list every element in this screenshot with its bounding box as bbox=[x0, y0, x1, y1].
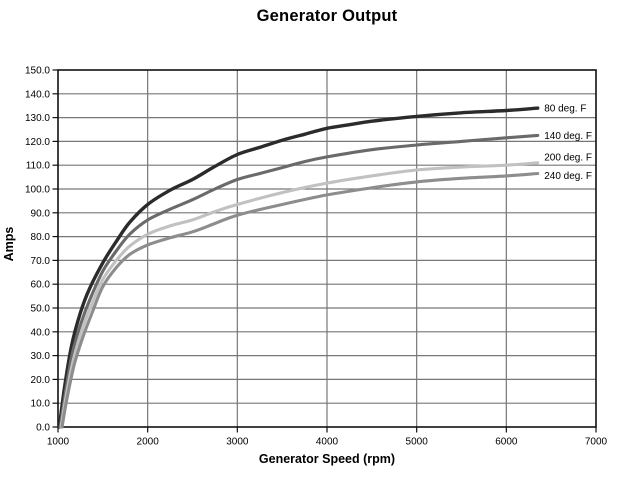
x-tick-label: 2000 bbox=[137, 437, 160, 448]
y-tick-label: 70.0 bbox=[31, 256, 51, 267]
x-tick-label: 6000 bbox=[495, 437, 518, 448]
series-line-240-deg-f bbox=[60, 171, 540, 429]
y-tick-label: 80.0 bbox=[31, 232, 51, 243]
series-label-80-deg-f: 80 deg. F bbox=[544, 104, 586, 115]
x-tick-label: 1000 bbox=[47, 437, 70, 448]
x-tick-label: 7000 bbox=[585, 437, 608, 448]
y-tick-label: 20.0 bbox=[31, 375, 51, 386]
y-tick-label: 30.0 bbox=[31, 351, 51, 362]
y-tick-label: 10.0 bbox=[31, 399, 51, 410]
x-axis-title: Generator Speed (rpm) bbox=[258, 452, 396, 466]
y-tick-label: 60.0 bbox=[31, 280, 51, 291]
series-line-200-deg-f bbox=[59, 161, 540, 429]
x-tick-label: 5000 bbox=[406, 437, 429, 448]
series-line-80-deg-f bbox=[57, 106, 540, 429]
y-tick-label: 90.0 bbox=[31, 208, 51, 219]
y-tick-label: 0.0 bbox=[36, 423, 50, 434]
plot-border bbox=[57, 69, 597, 428]
x-tick-label: 4000 bbox=[316, 437, 339, 448]
series-line-140-deg-f bbox=[58, 133, 540, 429]
series-label-200-deg-f: 200 deg. F bbox=[544, 152, 592, 163]
y-tick-label: 120.0 bbox=[25, 137, 50, 148]
chart-title: Generator Output bbox=[256, 7, 398, 25]
y-tick-label: 100.0 bbox=[25, 185, 50, 196]
y-tick-label: 150.0 bbox=[25, 66, 50, 77]
y-tick-label: 50.0 bbox=[31, 304, 51, 315]
y-tick-label: 40.0 bbox=[31, 327, 51, 338]
series-label-240-deg-f: 240 deg. F bbox=[544, 171, 592, 182]
y-tick-label: 110.0 bbox=[26, 161, 51, 172]
x-tick-label: 3000 bbox=[226, 437, 249, 448]
y-tick-label: 130.0 bbox=[25, 113, 50, 124]
y-tick-label: 140.0 bbox=[25, 89, 50, 100]
series-label-140-deg-f: 140 deg. F bbox=[544, 131, 592, 142]
